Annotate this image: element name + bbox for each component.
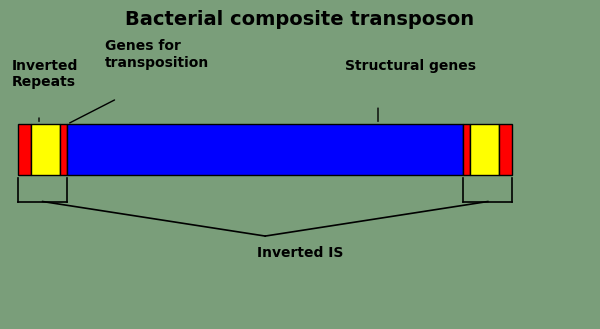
Text: Inverted IS: Inverted IS xyxy=(257,246,343,260)
Text: Inverted
Repeats: Inverted Repeats xyxy=(12,59,79,89)
Bar xyxy=(463,124,470,175)
Text: Genes for
transposition: Genes for transposition xyxy=(105,39,209,70)
Bar xyxy=(67,124,463,175)
Bar xyxy=(499,124,512,175)
Bar xyxy=(31,124,60,175)
Text: Structural genes: Structural genes xyxy=(345,59,476,73)
Bar xyxy=(18,124,31,175)
Bar xyxy=(470,124,499,175)
Bar xyxy=(60,124,67,175)
Text: Bacterial composite transposon: Bacterial composite transposon xyxy=(125,10,475,29)
